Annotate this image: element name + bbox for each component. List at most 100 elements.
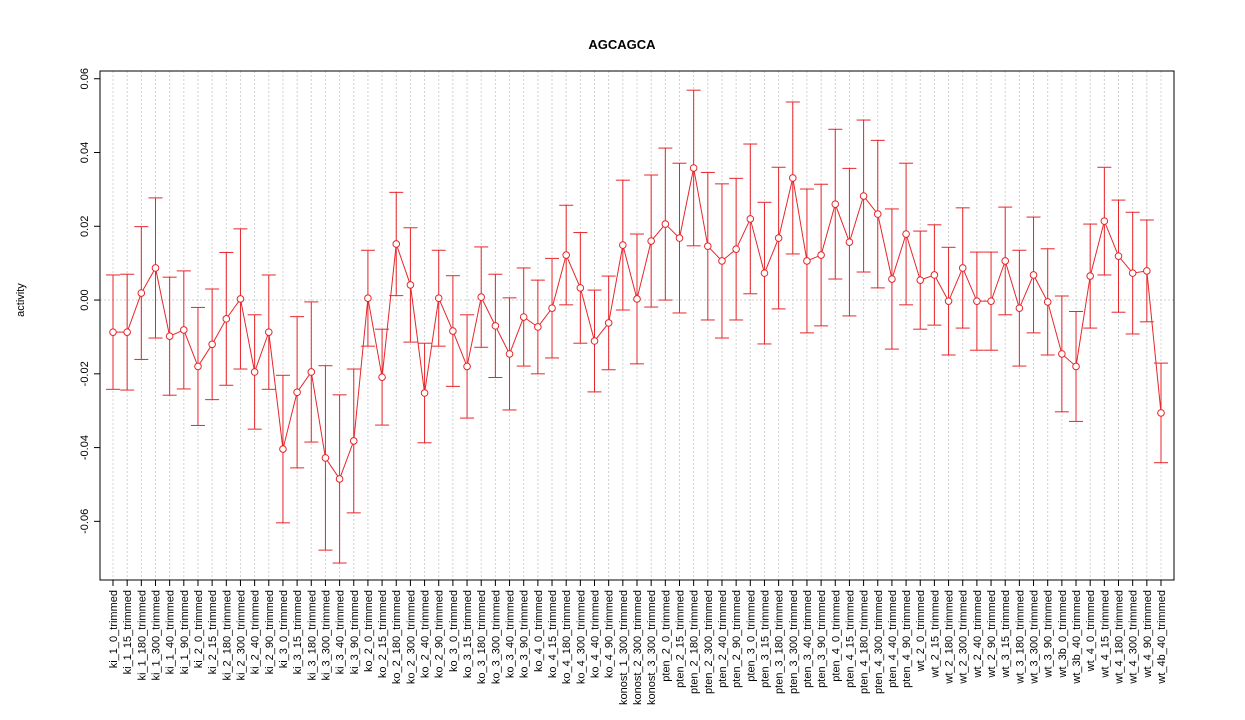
x-tick-label: ko_2_90_trimmed bbox=[434, 590, 446, 678]
data-point bbox=[449, 327, 457, 335]
data-point bbox=[888, 275, 896, 283]
data-point bbox=[321, 454, 330, 462]
chart-title: AGCAGCA bbox=[588, 37, 656, 52]
data-point bbox=[562, 251, 570, 259]
data-point bbox=[576, 284, 585, 292]
x-tick-label: wt_2_90_trimmed bbox=[986, 590, 998, 678]
data-point bbox=[491, 322, 500, 330]
data-point bbox=[647, 237, 655, 245]
x-tick-label: pten_4_90_trimmed bbox=[901, 590, 913, 688]
data-point bbox=[123, 328, 131, 336]
data-point bbox=[590, 337, 599, 345]
data-point bbox=[519, 313, 528, 321]
data-point bbox=[420, 389, 429, 397]
data-point bbox=[165, 332, 174, 340]
x-tick-label: wt_3_90_trimmed bbox=[1043, 590, 1055, 678]
x-tick-label: wt_4_0_trimmed bbox=[1085, 590, 1097, 672]
data-point bbox=[222, 315, 231, 323]
x-tick-label: ki_2_40_trimmed bbox=[250, 590, 262, 674]
data-point bbox=[902, 230, 910, 238]
y-tick-label: -0.02 bbox=[79, 361, 91, 386]
data-point bbox=[845, 238, 854, 246]
data-point bbox=[279, 445, 287, 453]
x-tick-label: pten_2_0_trimmed bbox=[660, 590, 672, 682]
x-tick-label: wt_2_300_trimmed bbox=[958, 590, 970, 685]
data-point bbox=[675, 234, 684, 242]
x-tick-label: wt_2_15_trimmed bbox=[929, 590, 941, 678]
x-tick-label: pten_2_90_trimmed bbox=[731, 590, 743, 688]
x-tick-label: ko_3_0_trimmed bbox=[448, 590, 460, 672]
data-point bbox=[760, 269, 769, 277]
data-point bbox=[987, 297, 995, 305]
data-point bbox=[505, 350, 514, 358]
x-tick-label: ko_4_300_trimmed bbox=[575, 590, 587, 684]
data-point bbox=[392, 240, 401, 248]
x-tick-label: ki_1_300_trimmed bbox=[150, 590, 162, 681]
data-point bbox=[973, 297, 981, 305]
x-tick-label: ko_3_15_trimmed bbox=[462, 590, 474, 678]
x-tick-label: wt_2_40_trimmed bbox=[972, 590, 984, 678]
data-point bbox=[916, 276, 925, 284]
data-point bbox=[137, 289, 146, 297]
data-point bbox=[463, 362, 471, 371]
x-tick-label: pten_4_300_trimmed bbox=[873, 590, 885, 694]
x-tick-label: ko_3_300_trimmed bbox=[490, 590, 502, 684]
x-tick-label: ko_4_90_trimmed bbox=[604, 590, 616, 678]
x-tick-label: ko_4_0_trimmed bbox=[533, 590, 545, 672]
data-point bbox=[548, 304, 556, 312]
x-tick-label: ko_3_40_trimmed bbox=[505, 590, 517, 678]
data-point bbox=[1100, 217, 1109, 225]
data-point bbox=[1015, 304, 1024, 312]
data-point bbox=[788, 174, 797, 182]
x-tick-label: ki_1_90_trimmed bbox=[179, 590, 191, 674]
x-tick-label: wt_2_180_trimmed bbox=[944, 590, 956, 685]
data-point bbox=[434, 294, 443, 303]
x-tick-label: ki_1_15_trimmed bbox=[122, 590, 134, 674]
y-tick-label: -0.04 bbox=[79, 435, 91, 460]
data-point bbox=[264, 328, 273, 336]
data-point bbox=[604, 319, 613, 327]
x-tick-label: wt_4b_40_trimmed bbox=[1156, 590, 1168, 685]
x-tick-label: konost_3_300_trimmed bbox=[646, 590, 658, 705]
x-tick-label: pten_3_15_trimmed bbox=[759, 590, 771, 688]
data-point bbox=[661, 220, 670, 228]
x-tick-label: pten_4_40_trimmed bbox=[887, 590, 899, 688]
data-point bbox=[534, 323, 542, 331]
data-point bbox=[406, 281, 415, 289]
data-point bbox=[704, 242, 712, 250]
x-tick-label: ko_4_180_trimmed bbox=[561, 590, 573, 684]
data-point bbox=[349, 437, 358, 445]
data-point bbox=[194, 362, 202, 371]
x-tick-label: wt_4_15_trimmed bbox=[1099, 590, 1111, 678]
x-tick-label: pten_4_180_trimmed bbox=[859, 590, 871, 694]
data-point bbox=[689, 164, 698, 172]
x-tick-label: pten_2_180_trimmed bbox=[689, 590, 701, 694]
x-tick-label: ko_4_40_trimmed bbox=[590, 590, 602, 678]
x-tick-label: ko_3_90_trimmed bbox=[519, 590, 531, 678]
x-tick-label: ki_3_90_trimmed bbox=[349, 590, 361, 674]
x-tick-label: ki_2_0_trimmed bbox=[193, 590, 205, 668]
x-tick-label: pten_3_180_trimmed bbox=[774, 590, 786, 694]
data-point bbox=[873, 210, 882, 218]
x-tick-label: ki_3_300_trimmed bbox=[320, 590, 332, 681]
x-tick-label: pten_4_15_trimmed bbox=[844, 590, 856, 688]
x-tick-label: wt_3b_40_trimmed bbox=[1071, 590, 1083, 685]
x-tick-label: wt_4_300_trimmed bbox=[1128, 590, 1140, 685]
x-tick-label: pten_3_300_trimmed bbox=[788, 590, 800, 694]
x-tick-label: ko_2_300_trimmed bbox=[405, 590, 417, 684]
data-point bbox=[817, 251, 825, 259]
x-tick-label: ki_2_180_trimmed bbox=[221, 590, 233, 681]
data-point bbox=[930, 271, 939, 279]
x-tick-label: ki_3_180_trimmed bbox=[306, 590, 318, 681]
data-point bbox=[477, 293, 486, 301]
data-point bbox=[250, 368, 259, 376]
data-point bbox=[180, 326, 188, 334]
x-tick-label: ki_2_90_trimmed bbox=[264, 590, 276, 674]
y-tick-label: 0.02 bbox=[79, 216, 91, 237]
data-point bbox=[1114, 252, 1123, 260]
data-point bbox=[944, 297, 953, 305]
x-tick-label: wt_2_0_trimmed bbox=[915, 590, 927, 672]
x-tick-label: wt_3_15_trimmed bbox=[1000, 590, 1012, 678]
x-tick-label: wt_4_180_trimmed bbox=[1114, 590, 1126, 685]
